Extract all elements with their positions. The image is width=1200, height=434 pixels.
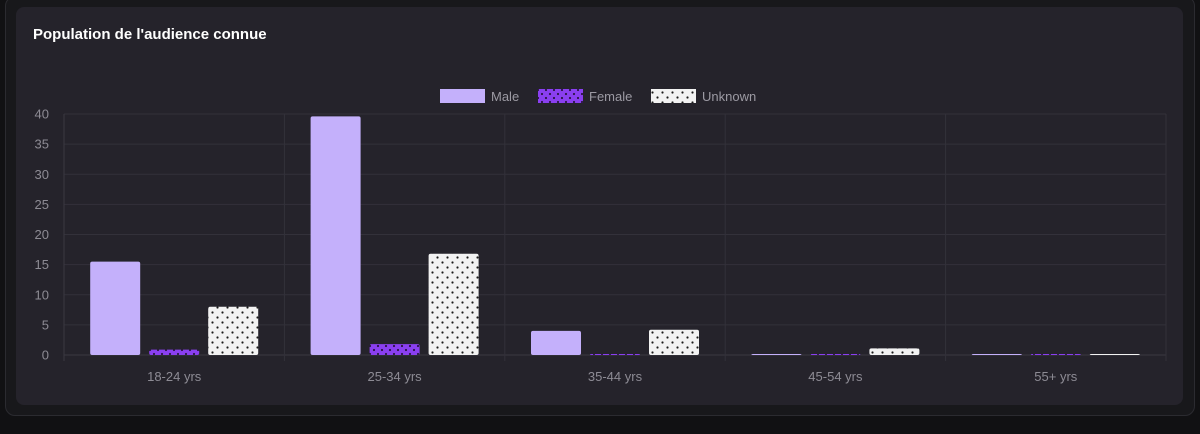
y-tick-label: 35 — [35, 137, 49, 152]
legend-swatch-female — [538, 89, 583, 103]
legend-label-female: Female — [589, 89, 632, 104]
legend-label-unknown: Unknown — [702, 89, 756, 104]
y-tick-label: 5 — [42, 317, 49, 332]
x-tick-label: 25-34 yrs — [367, 369, 422, 384]
x-tick-label: 35-44 yrs — [588, 369, 643, 384]
y-tick-label: 30 — [35, 167, 49, 182]
y-tick-label: 20 — [35, 227, 49, 242]
legend-swatch-male — [440, 89, 485, 103]
bar-female-35-44-yrs — [590, 354, 640, 355]
bar-female-55-yrs — [1030, 354, 1081, 355]
legend-swatch-unknown — [651, 89, 696, 103]
bar-female-25-34-yrs — [369, 344, 420, 355]
axis-ticks: 0 5 10 15 20 25 30 35 40 18-24 yrs 25-34 yrs 35-44 … — [35, 107, 1078, 385]
grid-lines — [63, 113, 1167, 361]
bar-unknown-25-34-yrs — [428, 253, 479, 355]
y-tick-label: 15 — [35, 257, 49, 272]
x-tick-label: 55+ yrs — [1034, 369, 1077, 384]
bar-male-18-24-yrs — [90, 261, 141, 355]
y-tick-label: 10 — [35, 287, 49, 302]
y-tick-label: 25 — [35, 197, 49, 212]
legend: Male Female Unknown — [440, 89, 756, 104]
x-tick-label: 45-54 yrs — [808, 369, 863, 384]
legend-label-male: Male — [491, 89, 519, 104]
y-tick-label: 0 — [42, 348, 49, 363]
bar-male-55-yrs — [971, 354, 1022, 355]
bar-female-18-24-yrs — [149, 349, 200, 355]
bar-unknown-18-24-yrs — [208, 306, 259, 355]
bar-unknown-55-yrs — [1089, 354, 1140, 355]
bar-female-45-54-yrs — [810, 354, 861, 355]
x-tick-label: 18-24 yrs — [147, 369, 202, 384]
bar-male-25-34-yrs — [310, 116, 361, 355]
y-tick-label: 40 — [35, 107, 49, 122]
bar-unknown-45-54-yrs — [869, 348, 920, 355]
bar-unknown-35-44-yrs — [649, 329, 699, 355]
bar-male-45-54-yrs — [751, 354, 802, 355]
bars — [90, 116, 1140, 355]
bar-male-35-44-yrs — [531, 330, 581, 355]
chart-title: Population de l'audience connue — [33, 26, 267, 43]
